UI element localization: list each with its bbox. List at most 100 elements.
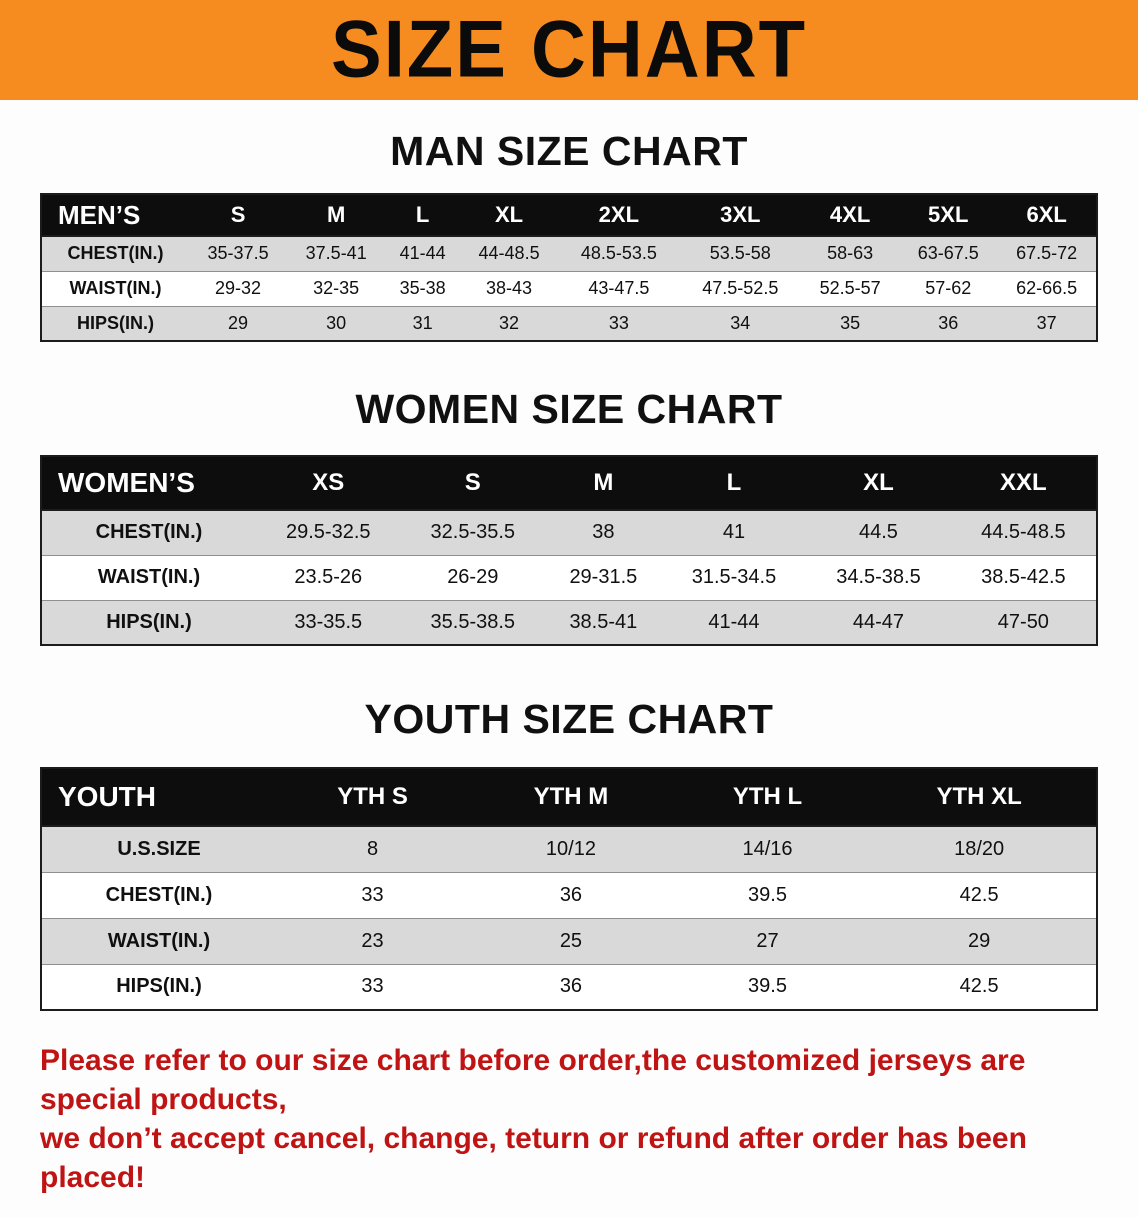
size-header-cell: YTH XL xyxy=(936,783,1022,810)
size-header-cell: S xyxy=(230,202,246,227)
value-cell: 33 xyxy=(361,883,384,906)
table-row: WAIST(IN.) 23.5-26 26-29 29-31.5 31.5-34.5 34… xyxy=(41,555,1097,600)
table-header-row: MEN’S S M L XL 2XL 3XL 4XL 5XL 6XL xyxy=(41,194,1097,236)
value-cell: 27 xyxy=(756,929,779,952)
size-header-cell: XL xyxy=(863,469,894,496)
row-label-cell: CHEST(IN.) xyxy=(105,883,213,906)
value-cell: 41-44 xyxy=(708,610,760,633)
value-cell: 26-29 xyxy=(447,566,499,588)
value-cell: 18/20 xyxy=(954,837,1005,860)
value-cell: 47-50 xyxy=(997,610,1049,633)
value-cell: 36 xyxy=(559,883,583,906)
table-title-cell: WOMEN’S xyxy=(58,467,195,498)
table-row: CHEST(IN.) 35-37.5 37.5-41 41-44 44-48.5 48.5… xyxy=(41,236,1097,271)
value-cell: 42.5 xyxy=(959,975,999,998)
men-size-table: MEN’S S M L XL 2XL 3XL 4XL 5XL 6XL CHEST(IN.) 35-37… xyxy=(40,193,1098,342)
value-cell: 63-67.5 xyxy=(917,243,979,264)
value-cell: 31.5-34.5 xyxy=(691,566,777,588)
value-cell: 23.5-26 xyxy=(294,566,363,588)
value-cell: 37 xyxy=(1036,312,1057,333)
value-cell: 35 xyxy=(840,312,861,333)
value-cell: 47.5-52.5 xyxy=(702,278,779,298)
note-line-1: Please refer to our size chart before or… xyxy=(40,1044,1026,1116)
order-note: Please refer to our size chart before or… xyxy=(40,1041,1098,1197)
women-size-table: WOMEN’S XS S M L XL XXL CHEST(IN.) 29.5-32.5 32.5… xyxy=(40,455,1098,646)
row-label-cell: HIPS(IN.) xyxy=(76,312,154,333)
row-label-cell: HIPS(IN.) xyxy=(116,975,202,998)
page-title: SIZE CHART xyxy=(331,4,807,95)
value-cell: 36 xyxy=(559,975,583,998)
value-cell: 32.5-35.5 xyxy=(430,521,516,544)
value-cell: 29-32 xyxy=(215,278,262,298)
value-cell: 30 xyxy=(326,312,347,333)
value-cell: 36 xyxy=(938,312,959,333)
value-cell: 29 xyxy=(968,929,991,952)
value-cell: 35-37.5 xyxy=(207,243,269,264)
value-cell: 38.5-41 xyxy=(569,610,638,633)
size-header-cell: YTH S xyxy=(337,783,408,810)
value-cell: 52.5-57 xyxy=(819,278,881,298)
value-cell: 39.5 xyxy=(748,975,787,998)
value-cell: 23 xyxy=(361,929,384,952)
table-row: HIPS(IN.) 33 36 39.5 42.5 xyxy=(41,964,1097,1010)
value-cell: 62-66.5 xyxy=(1016,278,1078,298)
value-cell: 33 xyxy=(608,312,629,333)
value-cell: 48.5-53.5 xyxy=(580,243,657,264)
value-cell: 39.5 xyxy=(748,883,787,906)
size-header-cell: S xyxy=(464,469,481,496)
size-header-cell: YTH L xyxy=(732,783,803,810)
value-cell: 32-35 xyxy=(313,278,360,298)
size-header-cell: XS xyxy=(312,469,345,496)
table-row: CHEST(IN.) 29.5-32.5 32.5-35.5 38 41 44.5 44.5… xyxy=(41,510,1097,555)
table-header-row: YOUTH YTH S YTH M YTH L YTH XL xyxy=(41,768,1097,826)
value-cell: 32 xyxy=(499,312,520,333)
value-cell: 38-43 xyxy=(486,278,533,298)
value-cell: 34 xyxy=(730,312,751,333)
value-cell: 38.5-42.5 xyxy=(981,566,1066,588)
value-cell: 41 xyxy=(722,521,746,544)
row-label-cell: CHEST(IN.) xyxy=(95,521,203,544)
women-size-section: WOMEN SIZE CHART WOMEN’S XS S M L XL XXL CHEST(… xyxy=(0,342,1138,646)
table-title-cell: YOUTH xyxy=(58,781,156,812)
value-cell: 29-31.5 xyxy=(569,566,638,588)
value-cell: 41-44 xyxy=(399,243,446,264)
value-cell: 44.5 xyxy=(859,521,898,544)
size-header-cell: XL xyxy=(495,202,524,227)
youth-section-heading: YOUTH SIZE CHART xyxy=(364,696,774,742)
row-label-cell: U.S.SIZE xyxy=(117,837,201,860)
value-cell: 44.5-48.5 xyxy=(981,521,1066,544)
value-cell: 10/12 xyxy=(545,837,596,860)
table-row: HIPS(IN.) 29 30 31 32 33 34 35 36 37 xyxy=(41,306,1097,341)
man-section-heading: MAN SIZE CHART xyxy=(390,128,748,174)
value-cell: 38 xyxy=(592,521,615,544)
size-header-cell: 6XL xyxy=(1026,202,1067,227)
table-row: WAIST(IN.) 29-32 32-35 35-38 38-43 43-47.5 47.… xyxy=(41,271,1097,306)
value-cell: 42.5 xyxy=(959,883,999,906)
value-cell: 29.5-32.5 xyxy=(286,521,371,544)
value-cell: 58-63 xyxy=(827,243,874,264)
youth-size-section: YOUTH SIZE CHART YOUTH YTH S YTH M YTH L YTH… xyxy=(0,646,1138,1011)
table-row: CHEST(IN.) 33 36 39.5 42.5 xyxy=(41,872,1097,918)
value-cell: 33-35.5 xyxy=(294,610,363,633)
banner: SIZE CHART xyxy=(0,0,1138,100)
row-label-cell: CHEST(IN.) xyxy=(67,243,164,264)
row-label-cell: WAIST(IN.) xyxy=(107,929,211,952)
size-header-cell: XXL xyxy=(1000,469,1047,496)
value-cell: 37.5-41 xyxy=(305,243,367,264)
value-cell: 35-38 xyxy=(399,278,446,298)
man-size-section: MAN SIZE CHART MEN’S S M L XL 2XL 3XL 4XL 5XL 6XL… xyxy=(0,100,1138,342)
size-header-cell: YTH M xyxy=(533,783,609,810)
value-cell: 8 xyxy=(366,837,379,860)
value-cell: 44-48.5 xyxy=(478,243,540,264)
row-label-cell: WAIST(IN.) xyxy=(69,278,162,298)
value-cell: 57-62 xyxy=(925,278,972,298)
value-cell: 34.5-38.5 xyxy=(836,566,921,588)
value-cell: 14/16 xyxy=(742,837,793,860)
value-cell: 33 xyxy=(361,975,384,998)
table-header-row: WOMEN’S XS S M L XL XXL xyxy=(41,456,1097,510)
value-cell: 53.5-58 xyxy=(709,243,771,264)
table-row: U.S.SIZE 8 10/12 14/16 18/20 xyxy=(41,826,1097,872)
size-header-cell: 4XL xyxy=(829,202,871,227)
size-header-cell: L xyxy=(726,469,742,496)
table-title-cell: MEN’S xyxy=(58,199,141,230)
